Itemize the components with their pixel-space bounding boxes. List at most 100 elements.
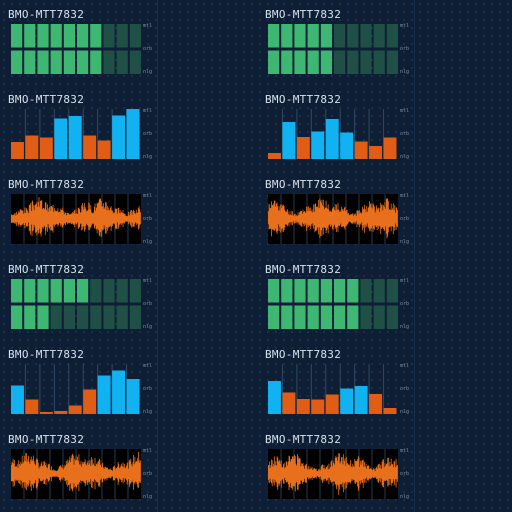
bar <box>268 381 281 414</box>
meter-panel: BMO-MTT7832 mtl orb nlg <box>261 0 411 85</box>
scale-labels: mtl orb nlg <box>143 23 157 76</box>
meter-cell-unlit <box>103 50 115 74</box>
meter-cell-lit <box>37 24 49 48</box>
scale-bottom-label: nlg <box>143 494 153 500</box>
bar <box>68 405 82 414</box>
meter-cell-unlit <box>360 279 372 303</box>
meter-cell-unlit <box>129 24 141 48</box>
meter-cell-lit <box>24 305 36 329</box>
meter-cell-lit <box>347 305 359 329</box>
bar <box>11 142 24 159</box>
meter-cell-unlit <box>334 24 346 48</box>
meter-cell-unlit <box>386 305 398 329</box>
meter-cell-lit <box>294 305 306 329</box>
panel-title: BMO-MTT7832 <box>8 263 85 276</box>
wave-panel: BMO-MTT7832 mtl orb nlg <box>261 425 411 510</box>
meter-cell-unlit <box>373 50 385 74</box>
bar <box>325 119 339 159</box>
scale-top-label: mtl <box>143 108 153 114</box>
meter-cell-unlit <box>129 50 141 74</box>
bar <box>354 386 368 414</box>
bar <box>97 375 111 414</box>
bar <box>39 137 53 159</box>
bar <box>383 408 397 414</box>
level-meter <box>11 279 141 329</box>
wave-panel: BMO-MTT7832 mtl orb nlg <box>4 170 154 255</box>
scale-mid-label: orb <box>143 46 153 52</box>
meter-cell-lit <box>63 24 75 48</box>
waveform <box>11 449 141 499</box>
meter-cell-lit <box>281 279 293 303</box>
bar <box>311 399 325 414</box>
meter-cell-lit <box>37 279 49 303</box>
scale-labels: mtl orb nlg <box>143 193 157 246</box>
meter-cell-unlit <box>347 24 359 48</box>
bar <box>39 412 53 414</box>
scale-bottom-label: nlg <box>400 69 410 75</box>
scale-bottom-label: nlg <box>143 154 153 160</box>
scale-mid-label: orb <box>143 131 153 137</box>
meter-cell-unlit <box>103 24 115 48</box>
meter-cell-lit <box>90 24 102 48</box>
scale-bottom-label: nlg <box>143 324 153 330</box>
bar-graph <box>268 109 398 159</box>
meter-cell-lit <box>294 24 306 48</box>
wave-panel: BMO-MTT7832 mtl orb nlg <box>4 425 154 510</box>
bar-graph <box>11 364 141 414</box>
bar <box>54 411 68 414</box>
bar <box>354 141 368 159</box>
level-meter <box>11 24 141 74</box>
bar-graph <box>268 364 398 414</box>
meter-cell-unlit <box>373 279 385 303</box>
waveform-trace <box>11 197 141 237</box>
bar <box>126 379 140 414</box>
bar-graph <box>11 109 141 159</box>
meter-cell-lit <box>268 50 280 74</box>
panel-title: BMO-MTT7832 <box>8 93 85 106</box>
bar <box>325 394 339 414</box>
waveform-trace <box>11 451 141 492</box>
scale-bottom-label: nlg <box>400 239 410 245</box>
meter-cell-unlit <box>129 279 141 303</box>
scale-mid-label: orb <box>143 216 153 222</box>
meter-cell-unlit <box>373 24 385 48</box>
meter-cell-lit <box>24 50 36 74</box>
scale-bottom-label: nlg <box>143 239 153 245</box>
scale-mid-label: orb <box>143 301 153 307</box>
meter-cell-lit <box>334 305 346 329</box>
meter-cell-lit <box>11 305 23 329</box>
bar <box>340 132 354 159</box>
meter-panel: BMO-MTT7832 mtl orb nlg <box>4 0 154 85</box>
meter-cell-lit <box>37 50 49 74</box>
scale-labels: mtl orb nlg <box>400 23 414 76</box>
meter-cell-unlit <box>373 305 385 329</box>
scale-mid-label: orb <box>400 131 410 137</box>
meter-cell-unlit <box>386 24 398 48</box>
bar <box>369 394 383 414</box>
bar <box>68 116 82 159</box>
bar <box>268 153 281 159</box>
scale-top-label: mtl <box>143 23 153 29</box>
meter-cell-lit <box>11 279 23 303</box>
bar <box>97 140 111 159</box>
bar <box>340 388 354 414</box>
panel-title: BMO-MTT7832 <box>8 178 85 191</box>
meter-cell-lit <box>294 279 306 303</box>
scale-top-label: mtl <box>143 448 153 454</box>
meter-cell-lit <box>268 305 280 329</box>
scale-bottom-label: nlg <box>400 494 410 500</box>
meter-cell-lit <box>347 279 359 303</box>
bar-panel: BMO-MTT7832 mtl orb nlg <box>4 85 154 170</box>
bar <box>83 389 97 414</box>
meter-cell-unlit <box>116 24 128 48</box>
column-divider <box>414 0 415 512</box>
bar <box>296 399 310 414</box>
bar-panel: BMO-MTT7832 mtl orb nlg <box>4 340 154 425</box>
meter-cell-lit <box>268 279 280 303</box>
waveform <box>268 449 398 499</box>
meter-cell-unlit <box>50 305 62 329</box>
meter-cell-unlit <box>360 305 372 329</box>
meter-cell-lit <box>90 50 102 74</box>
scale-mid-label: orb <box>400 216 410 222</box>
scale-labels: mtl orb nlg <box>143 278 157 331</box>
